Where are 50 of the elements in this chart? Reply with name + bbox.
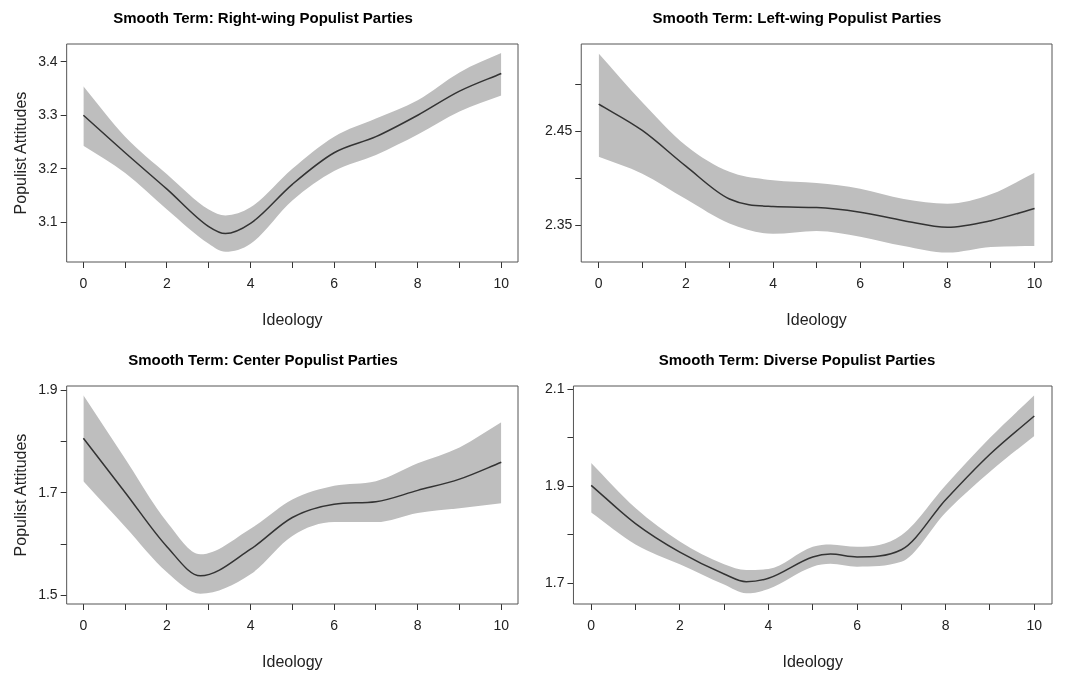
x-tick-label: 0 [594, 275, 603, 292]
chart-title: Smooth Term: Center Populist Parties [128, 351, 398, 369]
chart-title: Smooth Term: Left-wing Populist Parties [652, 9, 942, 27]
x-tick-label: 10 [1026, 617, 1043, 634]
x-tick-label: 10 [1026, 275, 1043, 292]
y-tick-label: 3.2 [38, 159, 58, 176]
chart-title: Smooth Term: Right-wing Populist Parties [113, 9, 413, 27]
y-tick-label: 2.45 [545, 122, 573, 139]
x-tick-label: 8 [413, 275, 422, 292]
x-tick-label: 2 [163, 617, 172, 634]
y-tick-label: 2.35 [545, 216, 573, 233]
y-tick-label: 3.4 [38, 52, 58, 69]
y-tick-label: 3.3 [38, 106, 58, 123]
x-axis-title: Ideology [786, 310, 847, 328]
x-tick-label: 4 [246, 617, 255, 634]
x-tick-label: 8 [413, 617, 422, 634]
line-series [82, 72, 503, 235]
x-tick-label: 6 [330, 275, 339, 292]
x-tick-label: 2 [675, 617, 684, 634]
x-tick-label: 4 [769, 275, 778, 292]
y-tick-label: 1.7 [38, 483, 58, 500]
y-axis-title: Populist Attitudes [12, 433, 30, 557]
y-tick-label: 1.9 [544, 477, 565, 494]
x-tick-label: 0 [587, 617, 596, 634]
x-tick-label: 6 [853, 617, 862, 634]
x-axis-title: Ideology [262, 652, 323, 670]
x-tick-label: 6 [330, 617, 339, 634]
x-tick-label: 8 [941, 617, 950, 634]
x-tick-label: 0 [79, 275, 88, 292]
chart-title: Smooth Term: Diverse Populist Parties [658, 351, 936, 369]
y-axis-title: Populist Attitudes [12, 91, 30, 215]
x-tick-label: 0 [79, 617, 88, 634]
x-tick-label: 2 [681, 275, 690, 292]
x-tick-label: 4 [764, 617, 773, 634]
x-tick-label: 10 [493, 275, 510, 292]
y-tick-label: 1.7 [544, 574, 565, 591]
y-tick-label: 3.1 [38, 213, 58, 230]
x-tick-label: 2 [163, 275, 172, 292]
x-tick-label: 4 [246, 275, 255, 292]
y-tick-label: 2.1 [544, 380, 565, 397]
y-tick-label: 1.9 [38, 381, 58, 398]
line-series [597, 103, 1036, 228]
x-tick-label: 6 [856, 275, 865, 292]
x-axis-title: Ideology [262, 310, 323, 328]
y-tick-label: 1.5 [38, 586, 58, 603]
x-axis-title: Ideology [782, 652, 843, 670]
line-series [590, 415, 1036, 583]
x-tick-label: 8 [943, 275, 952, 292]
line-series [82, 437, 503, 577]
x-tick-label: 10 [493, 617, 510, 634]
